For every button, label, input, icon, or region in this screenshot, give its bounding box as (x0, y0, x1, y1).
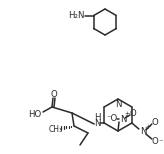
Text: O: O (130, 109, 136, 118)
Text: O: O (152, 118, 158, 126)
Text: O: O (51, 89, 57, 99)
Text: +: + (145, 124, 151, 130)
Text: HO: HO (28, 109, 42, 118)
Text: ⁻O: ⁻O (106, 113, 118, 122)
Text: N: N (120, 115, 126, 124)
Text: O: O (152, 136, 158, 146)
Text: +: + (124, 111, 130, 117)
Text: CH₃: CH₃ (49, 124, 63, 134)
Text: H: H (94, 113, 100, 122)
Text: N: N (141, 128, 147, 136)
Text: ⁻: ⁻ (159, 138, 163, 148)
Text: N: N (94, 118, 100, 128)
Text: H₂N: H₂N (69, 11, 85, 20)
Text: N: N (115, 99, 121, 109)
